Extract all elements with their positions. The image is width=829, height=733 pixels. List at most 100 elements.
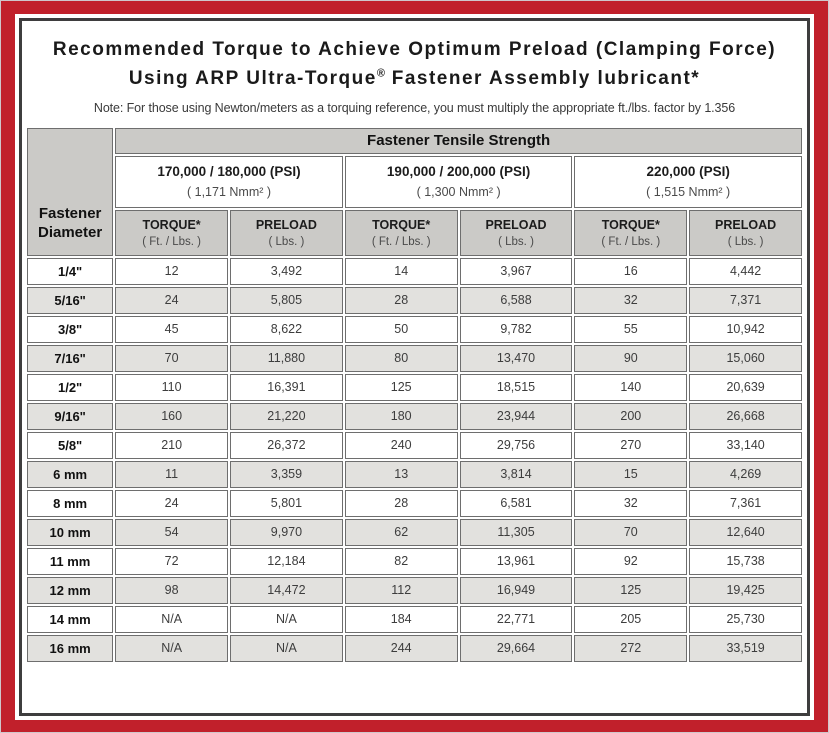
- cell-preload-170-180: 3,359: [230, 460, 343, 488]
- document-gap: Recommended Torque to Achieve Optimum Pr…: [15, 14, 814, 720]
- cell-torque-220: 55: [574, 315, 688, 343]
- registered-trademark-sup: ®: [376, 68, 385, 81]
- header-row-psi: 170,000 / 180,000 (PSI) ( 1,171 Nmm² ) 1…: [27, 155, 802, 208]
- cell-preload-220: 7,361: [689, 489, 802, 517]
- row-diameter: 16 mm: [27, 634, 114, 662]
- preload-column-2-title: PRELOAD: [485, 217, 547, 232]
- cell-torque-220: 15: [574, 460, 688, 488]
- psi-group-header-3: 220,000 (PSI) ( 1,515 Nmm² ): [574, 155, 802, 208]
- title-line-2-text-after: Fastener Assembly lubricant*: [384, 68, 701, 90]
- cell-preload-170-180: 14,472: [230, 576, 343, 604]
- cell-preload-190-200: 6,581: [459, 489, 573, 517]
- cell-preload-190-200: 16,949: [459, 576, 573, 604]
- cell-preload-220: 15,738: [689, 547, 802, 575]
- page-title-line-2: Using ARP Ultra-Torque® Fastener Assembl…: [35, 64, 794, 93]
- table-row: 1/4" 12 3,492 14 3,967 16 4,442: [27, 257, 802, 285]
- cell-torque-190-200: 14: [344, 257, 458, 285]
- cell-preload-170-180: N/A: [230, 605, 343, 633]
- preload-column-header-3: PRELOAD ( Lbs. ): [689, 209, 802, 256]
- cell-torque-190-200: 80: [344, 344, 458, 372]
- cell-torque-190-200: 62: [344, 518, 458, 546]
- psi-group-3-psi: 220,000 (PSI): [646, 164, 730, 180]
- row-diameter: 9/16": [27, 402, 114, 430]
- fastener-diameter-header-line1: Fastener: [38, 205, 102, 223]
- cell-preload-170-180: 16,391: [230, 373, 343, 401]
- cell-torque-220: 90: [574, 344, 688, 372]
- cell-torque-170-180: 210: [115, 431, 229, 459]
- cell-preload-190-200: 9,782: [459, 315, 573, 343]
- cell-preload-170-180: N/A: [230, 634, 343, 662]
- cell-preload-170-180: 5,805: [230, 286, 343, 314]
- table-row: 7/16" 70 11,880 80 13,470 90 15,060: [27, 344, 802, 372]
- cell-torque-170-180: 110: [115, 373, 229, 401]
- cell-preload-190-200: 11,305: [459, 518, 573, 546]
- table-row: 5/16" 24 5,805 28 6,588 32 7,371: [27, 286, 802, 314]
- preload-column-3-sub: ( Lbs. ): [727, 235, 764, 248]
- cell-torque-190-200: 180: [344, 402, 458, 430]
- preload-column-header-1: PRELOAD ( Lbs. ): [230, 209, 343, 256]
- title-block: Recommended Torque to Achieve Optimum Pr…: [25, 31, 804, 115]
- cell-torque-190-200: 50: [344, 315, 458, 343]
- cell-torque-170-180: 24: [115, 286, 229, 314]
- table-row: 5/8" 210 26,372 240 29,756 270 33,140: [27, 431, 802, 459]
- cell-torque-170-180: N/A: [115, 634, 229, 662]
- torque-column-2-sub: ( Ft. / Lbs. ): [371, 235, 431, 248]
- torque-column-header-3: TORQUE* ( Ft. / Lbs. ): [574, 209, 688, 256]
- cell-torque-220: 125: [574, 576, 688, 604]
- row-diameter: 5/8": [27, 431, 114, 459]
- cell-torque-190-200: 28: [344, 286, 458, 314]
- cell-preload-190-200: 23,944: [459, 402, 573, 430]
- cell-torque-170-180: 54: [115, 518, 229, 546]
- cell-preload-220: 26,668: [689, 402, 802, 430]
- cell-torque-190-200: 13: [344, 460, 458, 488]
- preload-column-1-title: PRELOAD: [255, 217, 317, 232]
- cell-preload-170-180: 8,622: [230, 315, 343, 343]
- cell-torque-190-200: 184: [344, 605, 458, 633]
- table-row: 10 mm 54 9,970 62 11,305 70 12,640: [27, 518, 802, 546]
- title-line-2-text: Using ARP Ultra-Torque: [128, 68, 377, 90]
- cell-preload-220: 12,640: [689, 518, 802, 546]
- header-row-columns: TORQUE* ( Ft. / Lbs. ) PRELOAD ( Lbs. ) …: [27, 209, 802, 256]
- cell-preload-170-180: 5,801: [230, 489, 343, 517]
- cell-torque-170-180: 160: [115, 402, 229, 430]
- cell-preload-220: 33,519: [689, 634, 802, 662]
- cell-preload-170-180: 11,880: [230, 344, 343, 372]
- psi-group-2-psi: 190,000 / 200,000 (PSI): [386, 164, 531, 180]
- cell-torque-220: 16: [574, 257, 688, 285]
- cell-preload-220: 20,639: [689, 373, 802, 401]
- cell-preload-190-200: 29,756: [459, 431, 573, 459]
- table-row: 14 mm N/A N/A 184 22,771 205 25,730: [27, 605, 802, 633]
- cell-torque-170-180: 45: [115, 315, 229, 343]
- cell-torque-170-180: 11: [115, 460, 229, 488]
- preload-column-1-sub: ( Lbs. ): [268, 235, 305, 248]
- cell-torque-170-180: 24: [115, 489, 229, 517]
- psi-group-2-nmm: ( 1,300 Nmm² ): [416, 185, 501, 200]
- cell-preload-170-180: 26,372: [230, 431, 343, 459]
- cell-torque-170-180: 98: [115, 576, 229, 604]
- torque-column-header-2: TORQUE* ( Ft. / Lbs. ): [344, 209, 458, 256]
- cell-preload-170-180: 21,220: [230, 402, 343, 430]
- cell-torque-220: 32: [574, 286, 688, 314]
- psi-group-header-2: 190,000 / 200,000 (PSI) ( 1,300 Nmm² ): [344, 155, 573, 208]
- table-row: 3/8" 45 8,622 50 9,782 55 10,942: [27, 315, 802, 343]
- cell-preload-190-200: 13,470: [459, 344, 573, 372]
- row-diameter: 12 mm: [27, 576, 114, 604]
- cell-preload-190-200: 29,664: [459, 634, 573, 662]
- cell-torque-220: 270: [574, 431, 688, 459]
- cell-preload-220: 25,730: [689, 605, 802, 633]
- torque-column-1-title: TORQUE*: [142, 217, 201, 232]
- cell-preload-220: 4,269: [689, 460, 802, 488]
- torque-column-3-title: TORQUE*: [601, 217, 660, 232]
- page-title-line-1: Recommended Torque to Achieve Optimum Pr…: [52, 39, 777, 60]
- table-row: 8 mm 24 5,801 28 6,581 32 7,361: [27, 489, 802, 517]
- cell-torque-170-180: 12: [115, 257, 229, 285]
- cell-torque-170-180: N/A: [115, 605, 229, 633]
- table-body: 1/4" 12 3,492 14 3,967 16 4,442 5/16" 24…: [27, 257, 802, 662]
- row-diameter: 10 mm: [27, 518, 114, 546]
- cell-torque-220: 140: [574, 373, 688, 401]
- row-diameter: 8 mm: [27, 489, 114, 517]
- table-row: 1/2" 110 16,391 125 18,515 140 20,639: [27, 373, 802, 401]
- torque-column-1-sub: ( Ft. / Lbs. ): [142, 235, 202, 248]
- cell-preload-190-200: 13,961: [459, 547, 573, 575]
